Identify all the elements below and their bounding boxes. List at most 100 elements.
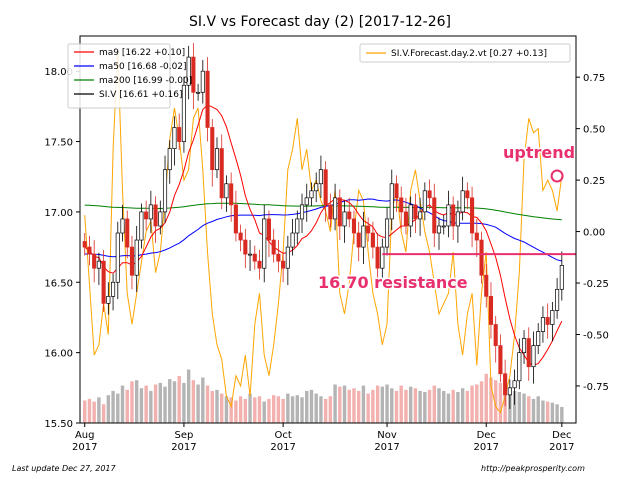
volume-bar xyxy=(545,401,550,423)
volume-bar xyxy=(248,393,252,423)
volume-bars xyxy=(83,369,564,423)
x-tick-year: 2017 xyxy=(270,442,295,453)
candle-body xyxy=(191,56,196,93)
candle-body xyxy=(210,127,215,171)
right-axis: -0.75 -0.50 -0.25 0.00 0.25 0.50 0.75 xyxy=(576,73,609,393)
left-tick-label: 16.00 xyxy=(44,349,73,360)
candle-body xyxy=(139,211,144,241)
volume-bar xyxy=(479,381,484,423)
volume-bar xyxy=(522,393,526,423)
volume-bar xyxy=(498,382,503,423)
candle-body xyxy=(186,56,191,86)
volume-bar xyxy=(201,377,205,423)
x-tick-month: Sep xyxy=(174,430,193,441)
candle-body xyxy=(262,218,267,269)
candle-body xyxy=(536,331,541,346)
volume-bar xyxy=(366,393,370,423)
footer-last-update: Last update Dec 27, 2017 xyxy=(12,464,116,473)
right-tick-label: 0.75 xyxy=(583,73,605,84)
candle-body xyxy=(555,288,560,311)
volume-bar xyxy=(451,389,455,423)
candle-body xyxy=(484,274,489,297)
volume-bar xyxy=(168,379,172,423)
volume-bar xyxy=(267,398,271,423)
volume-bar xyxy=(130,381,134,423)
candle-body xyxy=(309,190,314,199)
candle-body xyxy=(219,148,224,199)
x-tick-year: 2017 xyxy=(474,442,499,453)
candle-body xyxy=(276,253,281,262)
candle-body xyxy=(214,148,220,171)
candle-body xyxy=(361,225,366,248)
volume-bar xyxy=(371,389,375,423)
volume-bar xyxy=(172,381,177,423)
candle-body xyxy=(92,253,97,269)
candle-body xyxy=(526,338,531,368)
candle-body xyxy=(257,260,262,269)
candle-body xyxy=(418,211,423,220)
candle-body xyxy=(233,204,238,234)
candle-body xyxy=(318,169,323,185)
volume-bar xyxy=(442,390,446,423)
candle-body xyxy=(474,232,479,241)
candle-body xyxy=(295,218,300,234)
candle-body xyxy=(366,225,371,234)
right-tick-label: 0.50 xyxy=(583,125,605,136)
volume-bar xyxy=(300,397,304,423)
candle-body xyxy=(465,190,470,199)
volume-bar xyxy=(257,396,262,423)
x-tick-year: 2017 xyxy=(549,442,574,453)
candle-body xyxy=(144,211,149,220)
x-tick-year: 2017 xyxy=(374,442,399,453)
candle-body xyxy=(446,204,451,227)
legend-ma9: ma9 [16.22 +0.10] xyxy=(99,48,185,58)
volume-bar xyxy=(243,398,248,423)
candle-body xyxy=(323,169,328,206)
volume-bar xyxy=(163,386,167,423)
candle-body xyxy=(394,183,399,199)
volume-bar xyxy=(305,390,309,423)
volume-bar xyxy=(286,393,290,423)
volume-bar xyxy=(342,385,347,423)
candle-body xyxy=(252,253,257,262)
volume-bar xyxy=(276,396,281,423)
candle-body xyxy=(299,204,305,220)
candle-body xyxy=(153,204,158,227)
candle-body xyxy=(375,246,380,269)
candle-body xyxy=(413,204,418,220)
candle-body xyxy=(470,197,475,234)
candle-body xyxy=(200,70,205,93)
resistance-label: 16.70 resistance xyxy=(318,273,468,292)
volume-bar xyxy=(210,390,214,423)
x-tick-month: Aug xyxy=(75,430,95,441)
volume-bar xyxy=(191,380,196,423)
legend-ma50: ma50 [16.68 -0.02] xyxy=(99,62,187,72)
left-axis: 15.50 16.00 16.50 17.00 17.50 18.00 xyxy=(44,67,80,430)
ma9-line xyxy=(84,104,563,366)
candle-body xyxy=(167,148,172,171)
volume-bar xyxy=(531,398,536,423)
volume-bar xyxy=(489,377,493,423)
volume-bar xyxy=(484,373,488,423)
uptrend-label: uptrend xyxy=(503,143,575,162)
volume-bar xyxy=(120,385,125,423)
volume-bar xyxy=(390,388,394,423)
volume-bar xyxy=(205,385,210,423)
candle-body xyxy=(512,380,517,389)
volume-bar xyxy=(352,388,356,423)
candle-body xyxy=(517,352,522,382)
volume-bar xyxy=(83,400,87,423)
volume-bar xyxy=(541,400,545,423)
volume-bar xyxy=(394,390,399,423)
volume-bar xyxy=(125,389,129,423)
candle-body xyxy=(281,260,286,269)
candle-body xyxy=(347,211,352,220)
volume-bar xyxy=(460,388,465,423)
left-tick-label: 17.00 xyxy=(44,208,73,219)
candle-body xyxy=(290,232,295,248)
x-tick-month: Nov xyxy=(377,430,397,441)
volume-bar xyxy=(220,393,224,423)
candle-body xyxy=(158,211,163,227)
volume-bar xyxy=(380,386,385,423)
